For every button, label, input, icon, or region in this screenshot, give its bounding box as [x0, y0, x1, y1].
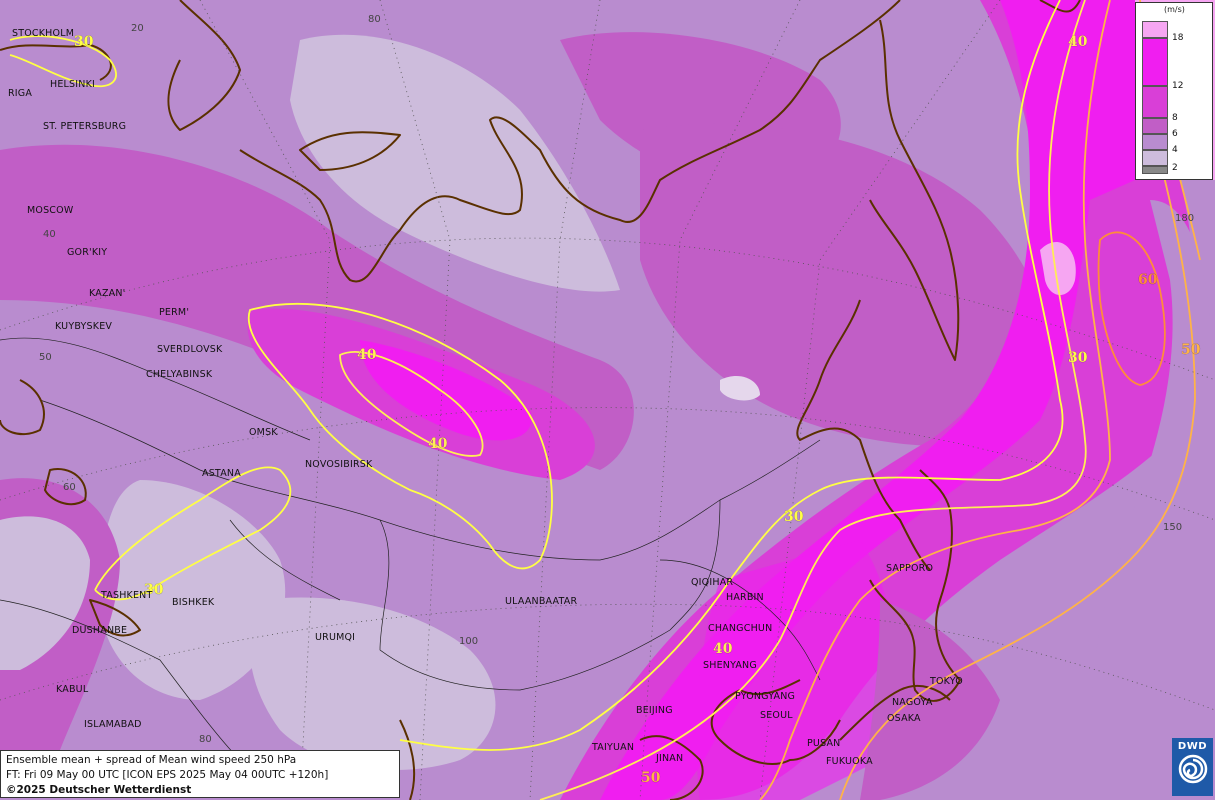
isotach-label: 40 [428, 436, 448, 452]
city-label: KABUL [56, 684, 89, 695]
city-label: GOR'KIY [67, 247, 107, 258]
city-label: PERM' [159, 307, 189, 318]
city-label: RIGA [8, 88, 32, 99]
city-label: SHENYANG [703, 660, 757, 671]
isotach-label: 50 [1181, 342, 1201, 358]
city-label: ULAANBAATAR [505, 596, 577, 607]
legend-swatch-6-8 [1142, 118, 1168, 134]
isotach-label: 60 [1138, 272, 1158, 288]
logo-text: DWD [1177, 741, 1208, 752]
city-label: HELSINKI [50, 79, 95, 90]
city-label: FUKUOKA [826, 756, 873, 767]
grid-label-group: 20 80 40 50 60 180 100 80 150 [39, 14, 1194, 745]
grid-label: 80 [368, 14, 381, 25]
city-label: HARBIN [726, 592, 764, 603]
legend-level: 6 [1172, 129, 1178, 139]
city-label: SVERDLOVSK [157, 344, 223, 355]
city-label: TOKYO [929, 676, 963, 687]
legend-level: 12 [1172, 81, 1184, 91]
city-label: OMSK [249, 427, 278, 438]
isotach-label: 40 [713, 641, 733, 657]
isotach-label: 30 [784, 509, 804, 525]
legend-level: 4 [1172, 145, 1178, 155]
info-box: Ensemble mean + spread of Mean wind spee… [0, 750, 400, 798]
grid-label: 40 [43, 229, 56, 240]
legend-swatch-below-2 [1142, 166, 1168, 174]
city-label: SAPPORO [886, 563, 933, 574]
legend-swatch-12-18 [1142, 38, 1168, 86]
city-label: KUYBYSKEV [55, 321, 112, 332]
grid-label: 180 [1175, 213, 1194, 224]
city-label: ASTANA [202, 468, 241, 479]
coastlines [0, 0, 1081, 800]
city-label: SEOUL [760, 710, 793, 721]
product-title: Ensemble mean + spread of Mean wind spee… [6, 754, 297, 766]
forecast-time: FT: Fri 09 May 00 UTC [ICON EPS 2025 May… [6, 769, 329, 781]
isotach-label: 40 [357, 347, 377, 363]
isotach-label: 30 [1068, 350, 1088, 366]
city-label: ISLAMABAD [84, 719, 142, 730]
city-label: CHELYABINSK [146, 369, 213, 380]
city-label: BEIJING [636, 705, 673, 716]
city-label: CHANGCHUN [708, 623, 772, 634]
legend-swatch-18plus [1142, 21, 1168, 38]
legend-swatch-8-12 [1142, 86, 1168, 118]
dwd-logo: DWD [1172, 738, 1213, 796]
legend-level: 2 [1172, 163, 1178, 173]
city-label: ST. PETERSBURG [43, 121, 126, 132]
grid-label: 20 [131, 23, 144, 34]
spiral-icon [1178, 754, 1207, 784]
isotach-label-group: 30 40 40 40 30 30 40 50 60 30 50 [74, 34, 1201, 787]
city-label: PYONGYANG [735, 691, 795, 702]
city-label: QIQIHAR [691, 577, 733, 588]
grid-label: 150 [1163, 522, 1182, 533]
grid-label: 80 [199, 734, 212, 745]
isotach-label: 30 [144, 582, 164, 598]
isotach-label: 30 [74, 34, 94, 50]
copyright: ©2025 Deutscher Wetterdienst [6, 784, 192, 796]
city-label: JINAN [655, 753, 683, 764]
grid-label: 50 [39, 352, 52, 363]
isotach-label: 40 [1068, 34, 1088, 50]
legend-unit: (m/s) [1164, 5, 1185, 14]
grid-label: 60 [63, 482, 76, 493]
city-label: DUSHANBE [72, 625, 127, 636]
grid-label: 100 [459, 636, 478, 647]
city-label: TAIYUAN [591, 742, 634, 753]
city-label: MOSCOW [27, 205, 74, 216]
city-label: NAGOYA [892, 697, 933, 708]
city-label: STOCKHOLM [12, 28, 74, 39]
city-label-group: STOCKHOLM HELSINKI RIGA ST. PETERSBURG M… [8, 28, 963, 767]
legend-level: 8 [1172, 113, 1178, 123]
isotach-label: 50 [641, 770, 661, 786]
city-label: TASHKENT [100, 590, 152, 601]
city-label: KAZAN' [89, 288, 126, 299]
city-label: OSAKA [887, 713, 921, 724]
isotach-lines [9, 0, 1201, 800]
city-label: URUMQI [315, 632, 355, 643]
legend-level: 18 [1172, 33, 1184, 43]
legend-swatch-2-4 [1142, 150, 1168, 166]
city-label: BISHKEK [172, 597, 215, 608]
legend-swatch-4-6 [1142, 134, 1168, 150]
country-borders [0, 337, 821, 761]
city-label: NOVOSIBIRSK [305, 459, 373, 470]
city-label: PUSAN [807, 738, 841, 749]
color-legend: (m/s) 18 12 8 6 4 2 [1135, 2, 1213, 180]
